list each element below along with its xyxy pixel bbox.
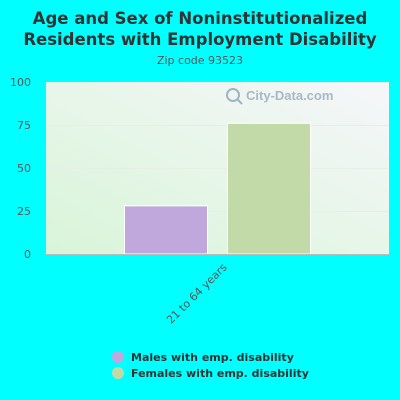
legend-swatch-males	[112, 351, 124, 363]
legend-item-males: Males with emp. disability	[112, 349, 309, 365]
bar-females	[227, 122, 311, 255]
legend-label-males: Males with emp. disability	[131, 350, 294, 364]
y-tick-label: 100	[10, 76, 31, 89]
chart-subtitle: Zip code 93523	[156, 54, 244, 67]
x-tick-label: 21 to 64 years	[164, 261, 230, 327]
legend: Males with emp. disability Females with …	[112, 349, 309, 381]
y-tick-label: 25	[17, 205, 31, 218]
y-tick-label: 75	[17, 119, 31, 132]
y-tick-label: 50	[17, 162, 31, 175]
y-tick-label: 0	[24, 248, 31, 261]
legend-label-females: Females with emp. disability	[131, 366, 309, 380]
bar-males	[124, 205, 208, 255]
chart-title-text: Age and Sex of Noninstitutionalized Resid…	[23, 9, 377, 49]
legend-swatch-females	[112, 367, 124, 379]
search-icon	[226, 88, 240, 102]
watermark-text: City-Data.com	[246, 88, 333, 103]
watermark: City-Data.com	[226, 88, 333, 105]
chart-title: Age and Sex of Noninstitutionalized Resid…	[0, 8, 400, 50]
legend-item-females: Females with emp. disability	[112, 365, 309, 381]
